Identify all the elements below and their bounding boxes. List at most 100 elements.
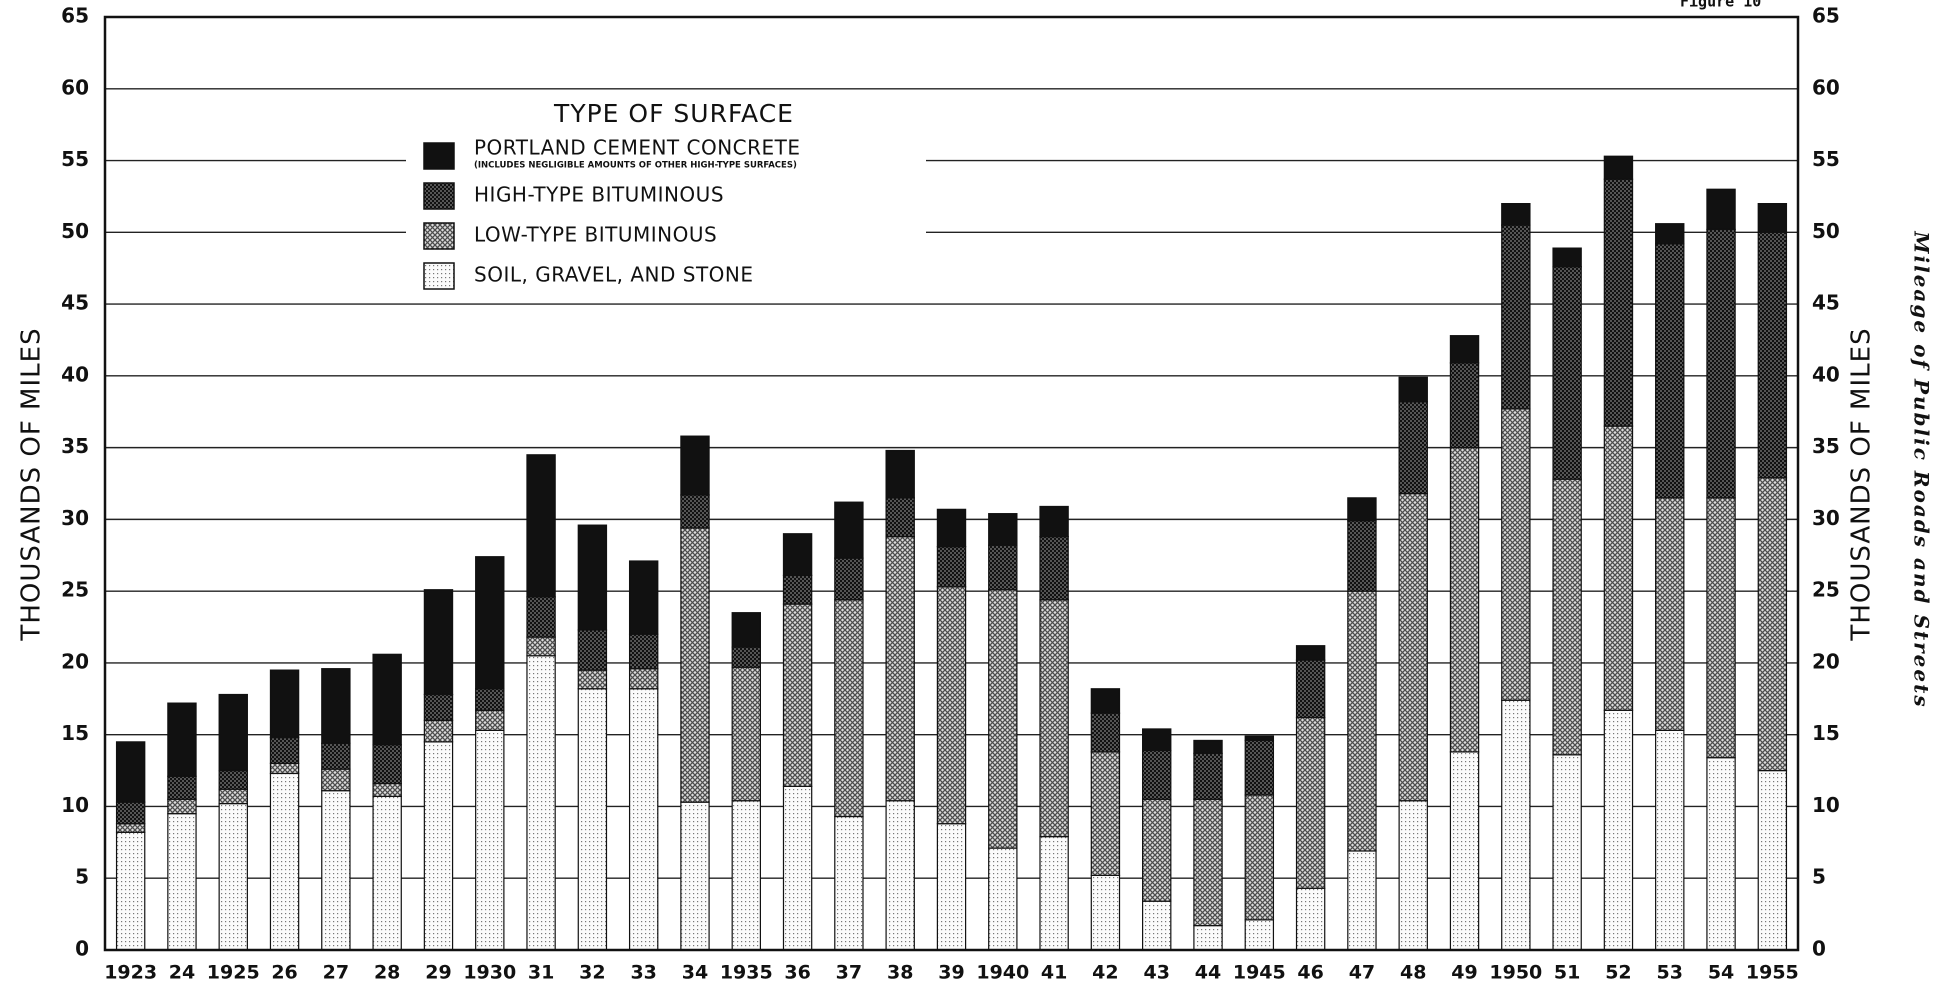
x-tick-label: 38 [887, 962, 913, 984]
bar-segment [269, 772, 300, 951]
bar-segment [885, 449, 915, 499]
bar-segment [885, 497, 915, 538]
bar-segment [1347, 497, 1377, 522]
bar-segment [1244, 794, 1275, 921]
legend-label: SOIL, GRAVEL, AND STONE [474, 263, 754, 287]
x-tick-label: 1940 [976, 962, 1029, 984]
bar-segment [321, 768, 351, 792]
bar-segment [1244, 735, 1275, 742]
y-tick-label: 5 [75, 865, 89, 889]
bar-segment [1552, 247, 1582, 268]
bar-segment [218, 802, 248, 951]
bar-segment [680, 494, 710, 529]
bar-segment [218, 788, 248, 805]
bar-segment [115, 801, 146, 825]
bar-segment [167, 702, 197, 777]
bar-segment [782, 785, 813, 951]
legend-title: TYPE OF SURFACE [553, 99, 794, 128]
bar-segment [269, 669, 300, 739]
bar-segment [1244, 919, 1275, 951]
bar-segment [1193, 798, 1223, 927]
bar-segment [1193, 739, 1223, 754]
bar-segment [1501, 203, 1531, 226]
bar-segment [680, 527, 710, 803]
bar-segment [321, 790, 351, 951]
y-tick-label: 40 [61, 362, 89, 386]
bar-segment [1142, 900, 1172, 951]
bar-segment [1090, 712, 1121, 753]
bar-segment [269, 736, 300, 764]
y2-tick-label: 65 [1812, 4, 1840, 28]
bar-segment [423, 719, 454, 743]
bar-segment [1193, 924, 1223, 951]
bar-segment [577, 688, 608, 951]
y2-tick-label: 10 [1812, 793, 1840, 817]
bar-segment [526, 636, 556, 657]
bar-segment [1090, 751, 1121, 876]
bar-segment [1295, 659, 1326, 719]
bar-segment [885, 536, 915, 802]
bar-segment [628, 633, 659, 670]
x-tick-label: 46 [1297, 962, 1323, 984]
y2-tick-label: 15 [1812, 721, 1840, 745]
bar-segment [1655, 223, 1685, 245]
bar-segment [115, 831, 146, 951]
bar-segment [372, 744, 402, 785]
bar-segment [1449, 751, 1480, 951]
bar-segment [1295, 887, 1326, 951]
bar-segment [372, 653, 402, 746]
bar-segment [1295, 716, 1326, 889]
y-tick-label: 30 [61, 506, 89, 530]
bar-segment [475, 688, 505, 711]
bar-segment [988, 847, 1018, 951]
figure-label: Figure 10 [1680, 0, 1761, 11]
x-tick-label: 47 [1349, 962, 1375, 984]
x-tick-label: 52 [1605, 962, 1631, 984]
bar-segment [526, 596, 556, 638]
bar-segment [167, 813, 197, 951]
x-tick-label: 31 [528, 962, 554, 984]
bar-segment [526, 655, 556, 951]
bar-segment [1655, 497, 1685, 731]
bar-segment [1603, 709, 1634, 951]
y2-tick-label: 25 [1812, 578, 1840, 602]
bar-segment [936, 508, 967, 548]
x-tick-label: 1930 [463, 962, 516, 984]
bar-segment [1757, 769, 1788, 951]
bar-segment [1706, 757, 1736, 951]
x-tick-label: 37 [836, 962, 862, 984]
bar-segment [680, 435, 710, 496]
bar-segment [526, 454, 556, 598]
side-title: Mileage of Public Roads and Streets [1910, 230, 1934, 708]
bar-segment [269, 762, 300, 775]
bar-segment [1347, 520, 1377, 592]
bar-segment [218, 693, 248, 772]
bar-segment [885, 800, 915, 951]
y2-tick-label: 45 [1812, 291, 1840, 315]
y2-tick-label: 60 [1812, 75, 1840, 99]
bar-segment [1552, 754, 1582, 951]
bar-segment [1757, 231, 1788, 479]
bar-segment [1244, 739, 1275, 796]
y2-tick-label: 0 [1812, 937, 1826, 961]
y-tick-label: 0 [75, 937, 89, 961]
bar-segment [1039, 599, 1069, 838]
x-tick-label: 39 [938, 962, 964, 984]
y2-tick-label: 55 [1812, 147, 1840, 171]
bar-segment [321, 742, 351, 770]
x-tick-label: 1923 [104, 962, 157, 984]
legend-label: PORTLAND CEMENT CONCRETE [474, 136, 801, 160]
bar-segment [834, 557, 864, 601]
y-tick-label: 10 [61, 793, 89, 817]
x-tick-label: 1925 [207, 962, 260, 984]
bar-segment [834, 501, 864, 559]
bar-segment [1501, 699, 1531, 951]
legend-label: HIGH-TYPE BITUMINOUS [474, 183, 724, 207]
x-tick-label: 49 [1451, 962, 1477, 984]
y2-tick-label: 30 [1812, 506, 1840, 530]
legend-swatch [423, 262, 455, 290]
bar-segment [1039, 836, 1069, 951]
y-tick-label: 20 [61, 649, 89, 673]
bar-segment [1398, 492, 1428, 802]
bar-segment [1347, 590, 1377, 852]
